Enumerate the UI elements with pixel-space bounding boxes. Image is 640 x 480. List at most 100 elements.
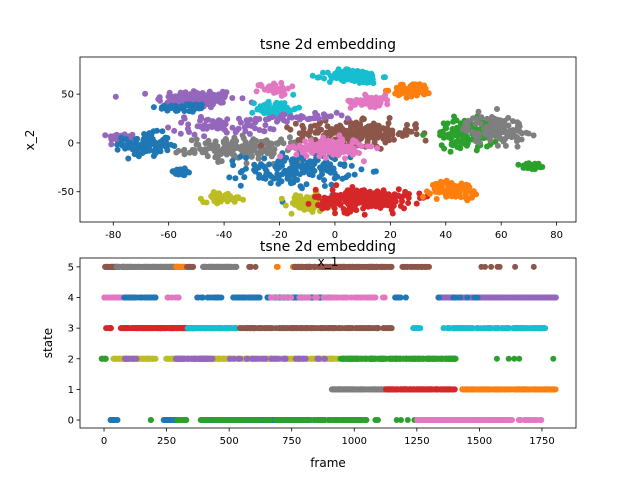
scatter-point bbox=[388, 325, 395, 332]
scatter-point bbox=[331, 205, 338, 212]
scatter-point bbox=[371, 103, 378, 110]
scatter-point bbox=[107, 263, 114, 270]
scatter-point bbox=[237, 325, 244, 332]
scatter-point bbox=[314, 147, 321, 154]
scatter-point bbox=[364, 294, 371, 301]
scatter-point bbox=[347, 208, 354, 215]
scatter-point bbox=[336, 325, 343, 332]
scatter-point bbox=[299, 149, 306, 156]
scatter-point bbox=[229, 124, 236, 131]
scatter-point bbox=[274, 159, 281, 166]
scatter-point bbox=[345, 172, 352, 179]
scatter-point bbox=[280, 86, 287, 93]
scatter-point bbox=[347, 355, 354, 362]
scatter-point bbox=[530, 263, 537, 270]
scatter-point bbox=[296, 130, 303, 137]
x-tick-label: -40 bbox=[216, 230, 232, 241]
scatter-point bbox=[229, 158, 236, 164]
scatter-point bbox=[142, 90, 149, 97]
scatter-point bbox=[352, 355, 359, 362]
scatter-point bbox=[323, 263, 330, 270]
scatter-point bbox=[384, 125, 391, 132]
scatter-point bbox=[412, 122, 419, 129]
scatter-point bbox=[268, 145, 275, 152]
scatter-point bbox=[465, 117, 472, 124]
scatter-point bbox=[247, 263, 254, 270]
scatter-point bbox=[177, 355, 184, 362]
scatter-point bbox=[243, 355, 250, 362]
scatter-point bbox=[457, 294, 464, 301]
scatter-point bbox=[395, 186, 402, 193]
scatter-point bbox=[221, 263, 228, 270]
scatter-point bbox=[129, 131, 136, 138]
scatter-point bbox=[178, 325, 185, 332]
scatter-point bbox=[217, 194, 224, 201]
scatter-point bbox=[493, 355, 500, 362]
scatter-point bbox=[534, 325, 541, 332]
scatter-point bbox=[118, 139, 125, 146]
scatter-point bbox=[501, 136, 507, 143]
scatter-point bbox=[164, 147, 171, 154]
scatter-point bbox=[539, 325, 546, 332]
scatter-point bbox=[234, 294, 241, 301]
scatter-point bbox=[251, 147, 258, 154]
scatter-point bbox=[181, 115, 188, 122]
scatter-point bbox=[515, 120, 522, 127]
scatter-point bbox=[250, 100, 257, 107]
scatter-point bbox=[350, 137, 357, 144]
scatter-point bbox=[384, 101, 391, 108]
scatter-point bbox=[350, 69, 357, 76]
scatter-point bbox=[408, 82, 415, 89]
y-tick-label: 0 bbox=[68, 138, 74, 149]
scatter-point bbox=[270, 126, 277, 133]
scatter-point bbox=[474, 294, 481, 301]
y-tick-label: 50 bbox=[61, 90, 74, 101]
scatter-point bbox=[373, 325, 380, 332]
scatter-point bbox=[521, 164, 528, 171]
scatter-point bbox=[386, 137, 393, 144]
scatter-point bbox=[133, 355, 140, 362]
scatter-point bbox=[312, 294, 318, 301]
scatter-point bbox=[144, 294, 151, 301]
scatter-point bbox=[444, 325, 451, 332]
scatter-point bbox=[494, 106, 500, 112]
scatter-point bbox=[197, 117, 203, 124]
scatter-point bbox=[296, 142, 303, 149]
scatter-point bbox=[445, 182, 451, 189]
x-tick-label: -80 bbox=[105, 230, 121, 241]
scatter-point bbox=[162, 263, 169, 270]
scatter-point bbox=[279, 162, 285, 169]
scatter-point bbox=[450, 325, 457, 332]
scatter-point bbox=[361, 355, 368, 362]
scatter-point bbox=[436, 189, 443, 196]
scatter-point bbox=[433, 355, 440, 362]
scatter-point bbox=[365, 79, 372, 86]
scatter-point bbox=[190, 263, 197, 270]
scatter-point bbox=[292, 355, 299, 362]
scatter-point bbox=[130, 144, 137, 151]
scatter-point bbox=[314, 129, 321, 136]
scatter-point bbox=[149, 263, 156, 270]
scatter-point bbox=[397, 355, 404, 362]
scatter-point bbox=[243, 160, 250, 167]
scatter-point bbox=[153, 263, 160, 270]
scatter-point bbox=[385, 120, 392, 127]
scatter-point bbox=[222, 136, 229, 142]
scatter-point bbox=[355, 325, 362, 332]
scatter-point bbox=[436, 294, 442, 301]
scatter-point bbox=[165, 124, 172, 131]
scatter-point bbox=[251, 166, 258, 173]
scatter-point bbox=[421, 82, 428, 89]
scatter-point bbox=[358, 125, 365, 132]
x-tick-label: 60 bbox=[495, 230, 508, 241]
scatter-point bbox=[251, 161, 258, 168]
scatter-point bbox=[316, 120, 323, 127]
scatter-point bbox=[123, 136, 129, 143]
scatter-point bbox=[181, 108, 188, 114]
scatter-point bbox=[402, 355, 409, 362]
scatter-point bbox=[360, 158, 367, 165]
scatter-point bbox=[438, 142, 445, 149]
scatter-point bbox=[312, 186, 319, 193]
